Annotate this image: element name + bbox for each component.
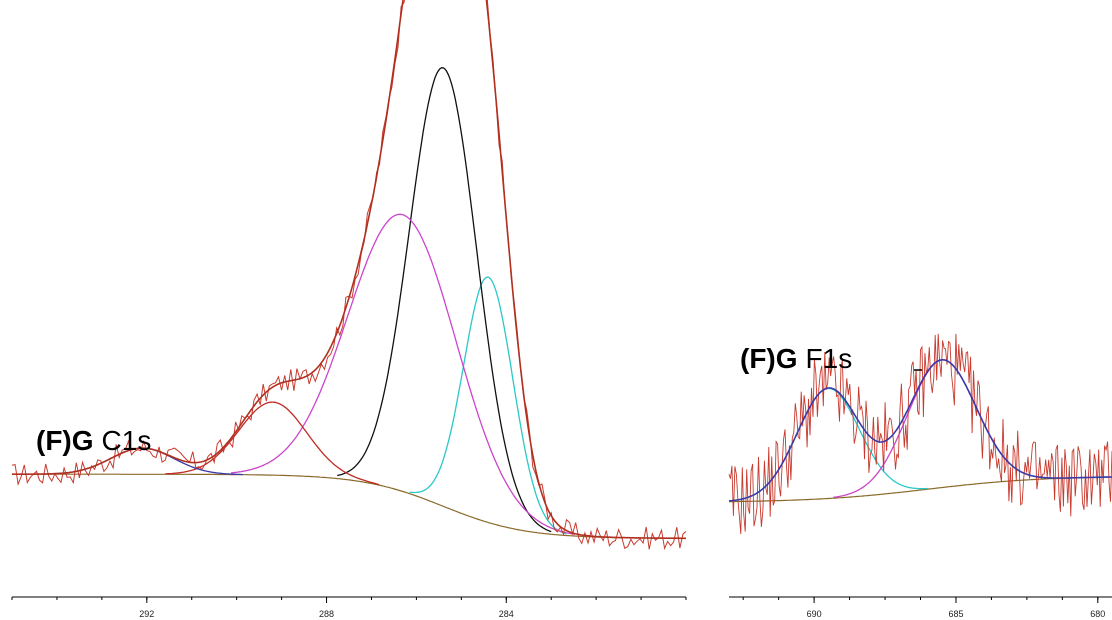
f1s-tick-label: 685 [948, 609, 963, 619]
c1s-peak-1 [337, 67, 552, 533]
c1s-panel-label-bold: (F)G [36, 425, 94, 456]
c1s-background-curve [12, 473, 686, 539]
f1s-background-curve [729, 476, 1112, 503]
f1s-envelope-curve [728, 359, 1112, 502]
f1s-chart: 690 685 680 (F)G F1s [728, 333, 1112, 619]
c1s-panel-label: (F)G C1s [36, 425, 151, 456]
c1s-peak-0 [409, 276, 567, 535]
c1s-tick-label: 284 [499, 609, 514, 619]
f1s-panel-label: (F)G F1s [740, 343, 852, 374]
f1s-panel-label-bold: (F)G [740, 343, 798, 374]
c1s-envelope-curve [12, 0, 686, 540]
c1s-tick-label: 288 [319, 609, 334, 619]
f1s-panel-label-text: F1s [806, 343, 853, 374]
f1s-tick-label: 680 [1090, 609, 1105, 619]
f1s-fit-envelope [728, 359, 1112, 502]
c1s-background-line [12, 473, 686, 539]
c1s-tick-label: 292 [139, 609, 154, 619]
f1s-raw-curve [728, 333, 1112, 535]
c1s-peak-2 [231, 213, 575, 535]
c1s-peak-3 [165, 401, 380, 486]
c1s-x-ticks: 292 288 284 [11, 597, 687, 619]
c1s-panel-label-text: C1s [102, 425, 152, 456]
f1s-peak-1 [833, 359, 1050, 499]
f1s-background-line [729, 476, 1112, 503]
c1s-chart: 292 288 284 (F)G C1s [11, 0, 687, 619]
f1s-x-ticks: 690 685 680 [742, 597, 1105, 619]
f1s-tick-label: 690 [807, 609, 822, 619]
f1s-raw-spectrum [728, 333, 1112, 535]
f1s-peak-0 [728, 387, 929, 502]
c1s-fit-envelope [12, 0, 686, 540]
